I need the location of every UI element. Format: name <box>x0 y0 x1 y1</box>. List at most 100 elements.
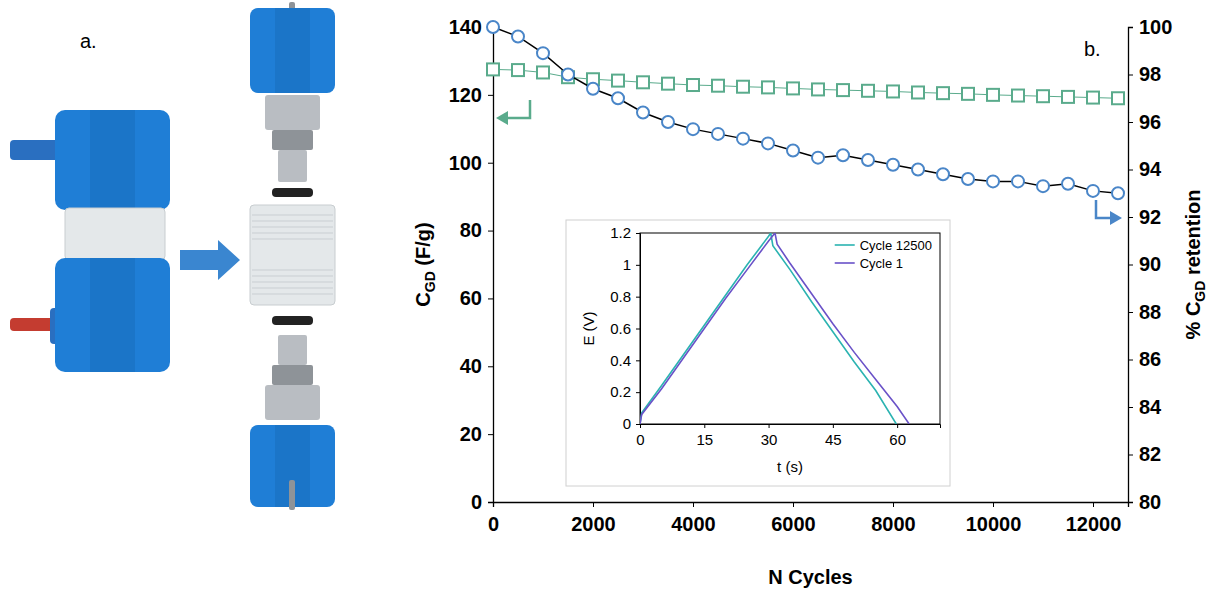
tick-mark <box>636 233 640 234</box>
tick-label: 0 <box>488 513 499 535</box>
fitting <box>278 150 307 182</box>
thread <box>252 270 333 271</box>
axis: 0 0.2 0.4 0.6 0.8 1 1.2 <box>610 224 640 432</box>
tick-label: 12000 <box>1066 513 1122 535</box>
tick: 20 <box>460 423 493 445</box>
tick-mark <box>1128 407 1133 408</box>
tick: 92 <box>1128 206 1161 228</box>
fitting <box>272 130 313 150</box>
axis-arrow <box>1096 200 1112 218</box>
tick-mark <box>488 95 493 96</box>
tick-mark <box>1128 360 1133 361</box>
series-line <box>640 233 909 424</box>
tick-label: 1.2 <box>610 224 631 241</box>
thread <box>252 221 333 222</box>
tick: 120 <box>449 84 493 106</box>
cap <box>55 110 170 210</box>
thread <box>252 227 333 228</box>
legend-label: Cycle 12500 <box>860 238 932 253</box>
tick: 45 <box>825 424 842 448</box>
tick-mark <box>693 502 694 507</box>
tick-mark <box>793 502 794 507</box>
data-point <box>487 21 499 33</box>
tick-label: 88 <box>1139 301 1161 323</box>
tick-mark <box>897 424 898 428</box>
legend: Cycle 12500 Cycle 1 <box>835 238 932 271</box>
tick-mark <box>1128 265 1133 266</box>
legend-label: Cycle 1 <box>860 256 903 271</box>
tick-label: 94 <box>1139 158 1162 180</box>
tick: 15 <box>696 424 713 448</box>
tick-mark <box>893 502 894 507</box>
axis-line <box>488 28 494 503</box>
plot-frame <box>640 233 940 424</box>
fitting <box>272 365 313 385</box>
pin <box>289 480 295 510</box>
tick-label: 0.4 <box>610 352 631 369</box>
data-point <box>1087 185 1099 197</box>
tick-label: 15 <box>696 431 713 448</box>
tick: 0.2 <box>610 383 640 400</box>
tick-label: 82 <box>1139 443 1161 465</box>
tick-mark <box>488 366 493 367</box>
tick: 0 <box>488 502 499 535</box>
data-point <box>787 145 799 157</box>
tick: 6000 <box>771 502 816 535</box>
tick: 0 <box>636 424 644 448</box>
series-line <box>493 27 1118 193</box>
thread <box>252 239 333 240</box>
tick-label: 98 <box>1139 63 1161 85</box>
tick: 86 <box>1128 348 1161 370</box>
cap-facet <box>275 8 310 93</box>
plot-area <box>640 233 909 424</box>
axis-title: N Cycles <box>768 566 853 588</box>
chart-panel: 0200040006000800010000120000204060801001… <box>412 16 1208 588</box>
figure: a.02000400060008000100001200002040608010… <box>0 0 1214 596</box>
data-point <box>912 86 924 98</box>
tick-mark <box>636 424 640 425</box>
legend-swatch <box>835 262 855 264</box>
axis-title: t (s) <box>777 458 803 475</box>
data-point <box>537 47 549 59</box>
tick-label: 30 <box>761 431 778 448</box>
data-point <box>987 175 999 187</box>
tick-mark <box>1128 455 1133 456</box>
tick-mark <box>636 265 640 266</box>
data-point <box>887 159 899 171</box>
data-point <box>562 69 574 81</box>
tick-mark <box>636 392 640 393</box>
tick-label: 4000 <box>671 513 716 535</box>
tick: 2000 <box>571 502 616 535</box>
tick-mark <box>1128 27 1133 28</box>
axis-arrow <box>496 111 508 125</box>
legend-item: Cycle 12500 <box>835 238 932 253</box>
tick-mark <box>488 298 493 299</box>
tick: 0.8 <box>610 288 640 305</box>
tick: 84 <box>1128 396 1162 418</box>
tick: 12000 <box>1066 502 1122 535</box>
axis: 80828486889092949698100 <box>1128 16 1172 513</box>
tick: 1 <box>623 256 640 273</box>
tick-label: 45 <box>825 431 842 448</box>
arrow <box>180 240 240 280</box>
tick: 8000 <box>871 502 916 535</box>
tick-label: 40 <box>460 355 482 377</box>
tick-label: 0.6 <box>610 320 631 337</box>
thread <box>252 215 333 216</box>
tick-label: 140 <box>449 16 482 38</box>
tick-mark <box>636 297 640 298</box>
tick: 0.6 <box>610 320 640 337</box>
tick: 0 <box>623 415 640 432</box>
tick-label: 84 <box>1139 396 1162 418</box>
axis-line <box>641 425 941 429</box>
tick-label: 8000 <box>871 513 916 535</box>
tick-mark <box>1128 170 1133 171</box>
data-point <box>912 164 924 176</box>
data-point <box>1087 92 1099 104</box>
fitting <box>265 385 320 420</box>
tick-label: 60 <box>460 287 482 309</box>
data-point <box>637 76 649 88</box>
inset: 01530456000.20.40.60.811.2t (s)E (V)Cycl… <box>566 220 950 486</box>
tick-label: 20 <box>460 423 482 445</box>
tick-label: 100 <box>1139 16 1172 38</box>
